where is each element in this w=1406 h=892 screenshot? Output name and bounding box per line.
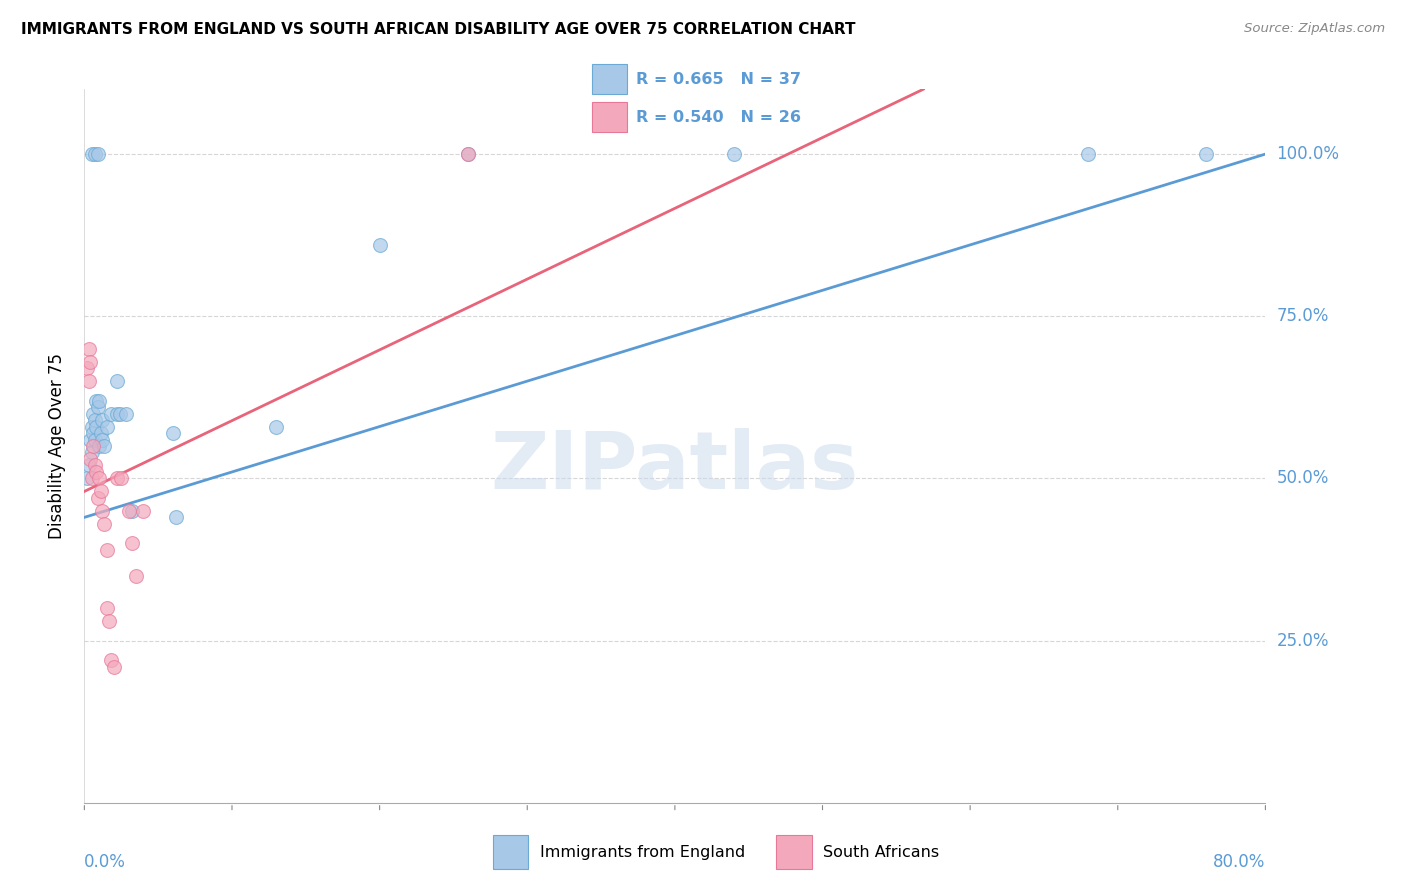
Point [91,433,114,447]
Point [84,393,107,408]
Text: Source: ZipAtlas.com: Source: ZipAtlas.com [1244,22,1385,36]
Point [91,504,114,518]
Point [105,374,128,388]
FancyBboxPatch shape [592,102,627,132]
Point [96,419,118,434]
FancyBboxPatch shape [776,836,811,869]
Point [132,504,155,518]
Text: 25.0%: 25.0% [1277,632,1329,649]
Point [165,510,187,524]
Point [100,653,122,667]
Point [93,439,115,453]
Point [80,445,103,459]
Point [84,465,107,479]
Point [77,458,100,473]
Text: 100.0%: 100.0% [1277,145,1340,163]
Point [90,484,112,499]
Point [87,393,111,408]
Point [114,407,136,421]
Point [91,413,114,427]
Point [108,407,131,421]
Point [83,413,105,427]
Point [105,407,128,421]
Point [457,147,479,161]
Point [77,374,100,388]
Point [264,419,288,434]
Point [87,471,111,485]
Point [93,516,115,531]
FancyBboxPatch shape [492,836,529,869]
Point [162,425,184,440]
Point [87,439,111,453]
Text: R = 0.540   N = 26: R = 0.540 N = 26 [636,110,800,125]
Point [103,659,125,673]
Point [100,407,122,421]
Point [79,354,101,368]
Text: Immigrants from England: Immigrants from England [540,845,745,860]
Point [457,147,479,161]
Point [96,601,118,615]
Point [80,147,103,161]
Text: 75.0%: 75.0% [1277,307,1329,326]
Point [83,433,105,447]
Point [723,147,745,161]
Point [79,433,101,447]
Point [118,504,141,518]
Text: ZIPatlas: ZIPatlas [491,428,859,507]
Point [125,568,148,582]
Text: R = 0.665   N = 37: R = 0.665 N = 37 [636,71,800,87]
Point [82,439,104,453]
Point [110,471,132,485]
Point [83,147,105,161]
Point [1402,147,1406,161]
Point [368,238,391,252]
Point [105,471,128,485]
Point [84,419,107,434]
Point [86,147,108,161]
Point [98,614,121,628]
Point [86,400,108,414]
Point [80,419,103,434]
Point [96,542,118,557]
Point [80,471,103,485]
Text: 0.0%: 0.0% [84,853,127,871]
Y-axis label: Disability Age Over 75: Disability Age Over 75 [48,353,66,539]
Text: South Africans: South Africans [824,845,939,860]
Point [83,458,105,473]
Point [1077,147,1099,161]
Point [76,361,98,376]
Point [79,452,101,467]
Point [76,471,98,485]
Point [90,425,112,440]
Point [1195,147,1218,161]
FancyBboxPatch shape [592,64,627,95]
Point [121,504,143,518]
Point [121,536,143,550]
Point [82,425,104,440]
Text: IMMIGRANTS FROM ENGLAND VS SOUTH AFRICAN DISABILITY AGE OVER 75 CORRELATION CHAR: IMMIGRANTS FROM ENGLAND VS SOUTH AFRICAN… [21,22,856,37]
Text: 80.0%: 80.0% [1213,853,1265,871]
Point [86,491,108,505]
Text: 50.0%: 50.0% [1277,469,1329,487]
Point [82,407,104,421]
Point [77,342,100,356]
